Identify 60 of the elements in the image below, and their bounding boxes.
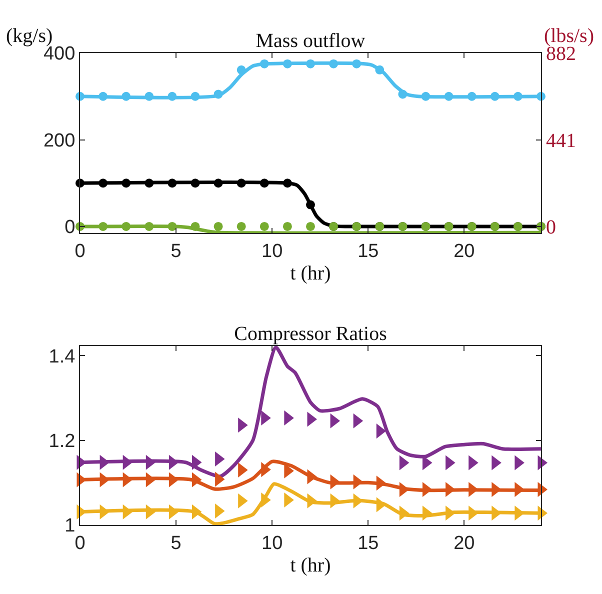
point	[236, 65, 246, 74]
x-tick-label: 15	[358, 240, 379, 262]
point	[282, 59, 292, 68]
point	[236, 222, 246, 231]
y2-tick-label: 0	[546, 216, 556, 238]
point	[144, 178, 154, 188]
point	[306, 200, 315, 210]
point	[214, 90, 223, 99]
point	[168, 222, 177, 231]
point	[513, 92, 522, 101]
chart-title: Mass outflow	[256, 30, 366, 52]
x-tick-label: 20	[454, 532, 475, 554]
point	[398, 90, 408, 99]
point	[122, 92, 131, 101]
point	[375, 65, 384, 74]
x-tick-label: 10	[262, 240, 283, 262]
x-tick-label: 10	[262, 532, 283, 554]
point	[260, 222, 269, 231]
point	[329, 59, 338, 68]
point	[144, 92, 154, 101]
point	[444, 92, 454, 101]
point	[122, 178, 131, 188]
x-tick-label: 5	[170, 532, 182, 554]
y-tick-label: 1.2	[48, 431, 76, 452]
point	[282, 222, 292, 231]
y-tick-label: 200	[43, 130, 76, 152]
point	[168, 92, 177, 101]
point	[144, 222, 154, 231]
chart-title: Compressor Ratios	[234, 323, 388, 345]
point	[260, 59, 269, 68]
y2-axis-title: (lbs/s)	[544, 25, 594, 47]
point	[98, 222, 108, 231]
point	[98, 178, 108, 188]
x-tick-label: 20	[454, 240, 475, 262]
y2-tick-label: 441	[546, 130, 576, 152]
point	[214, 178, 223, 188]
x-tick-label: 15	[358, 532, 379, 554]
x-axis-title: t (hr)	[290, 262, 331, 284]
point	[282, 178, 292, 188]
point	[190, 92, 200, 101]
x-tick-label: 5	[170, 240, 182, 262]
point	[122, 222, 131, 231]
point	[306, 59, 315, 68]
point	[467, 92, 476, 101]
point	[490, 92, 500, 101]
point	[306, 222, 315, 231]
point	[168, 178, 177, 188]
point	[236, 178, 246, 188]
y-tick-label: 1	[64, 516, 76, 537]
point	[260, 178, 269, 188]
point	[190, 222, 200, 231]
point	[352, 59, 362, 68]
y-tick-label: 1.4	[48, 346, 76, 368]
x-axis-title: t (hr)	[290, 554, 331, 576]
point	[98, 92, 108, 101]
y-axis-title: (kg/s)	[6, 25, 53, 47]
point	[190, 178, 200, 188]
point	[421, 92, 430, 101]
point	[214, 222, 223, 231]
y-tick-label: 0	[64, 217, 76, 238]
